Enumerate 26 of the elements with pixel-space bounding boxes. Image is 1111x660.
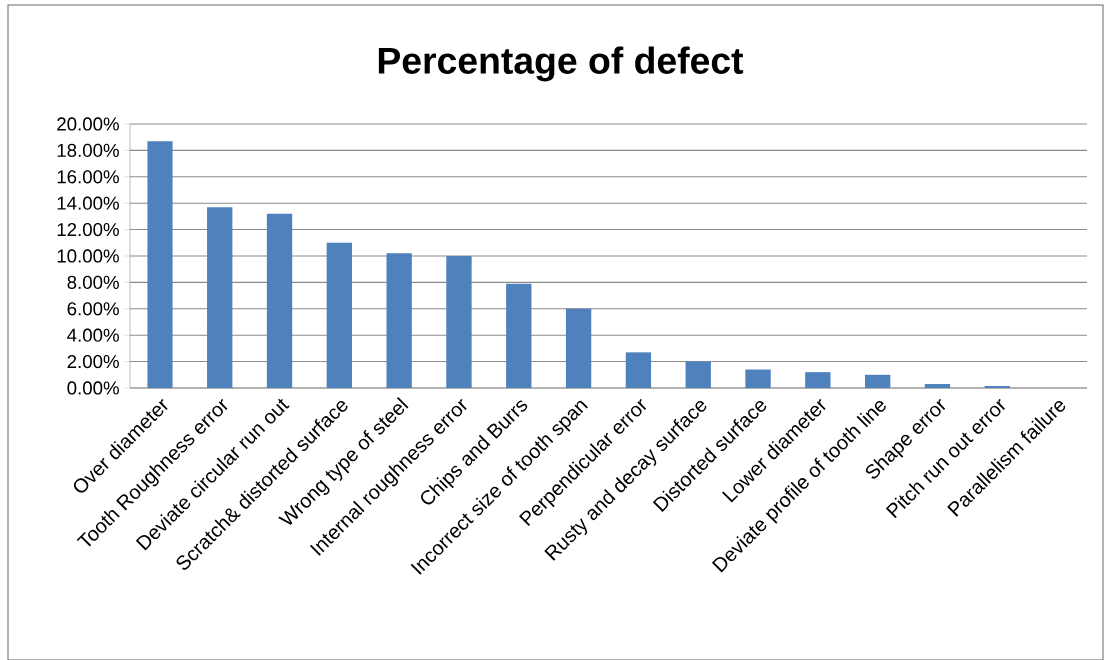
bar xyxy=(266,213,293,388)
bar xyxy=(386,253,412,388)
bar xyxy=(805,371,831,388)
chart-title: Percentage of defect xyxy=(378,46,744,82)
bar xyxy=(625,352,652,388)
bar xyxy=(506,283,532,388)
y-tick-label: 8.00% xyxy=(67,275,119,289)
bar xyxy=(207,206,233,388)
y-tick-label: 2.00% xyxy=(67,354,119,368)
bar xyxy=(924,383,951,388)
y-tick-label: 0.00% xyxy=(67,381,119,395)
bar xyxy=(685,361,711,388)
y-tick-label: 16.00% xyxy=(57,169,119,184)
bar xyxy=(745,369,771,388)
y-tick-label: 10.00% xyxy=(57,249,119,263)
y-tick-label: 4.00% xyxy=(67,328,119,342)
y-tick-label: 14.00% xyxy=(57,196,119,210)
y-tick-label: 18.00% xyxy=(57,143,119,157)
bar xyxy=(565,308,592,388)
y-tick-label: 6.00% xyxy=(67,301,119,316)
bar xyxy=(446,255,472,388)
y-tick-label: 12.00% xyxy=(57,222,119,236)
y-tick-label: 20.00% xyxy=(57,117,119,131)
bar xyxy=(147,140,173,388)
bar xyxy=(326,242,353,388)
bar xyxy=(864,374,891,388)
